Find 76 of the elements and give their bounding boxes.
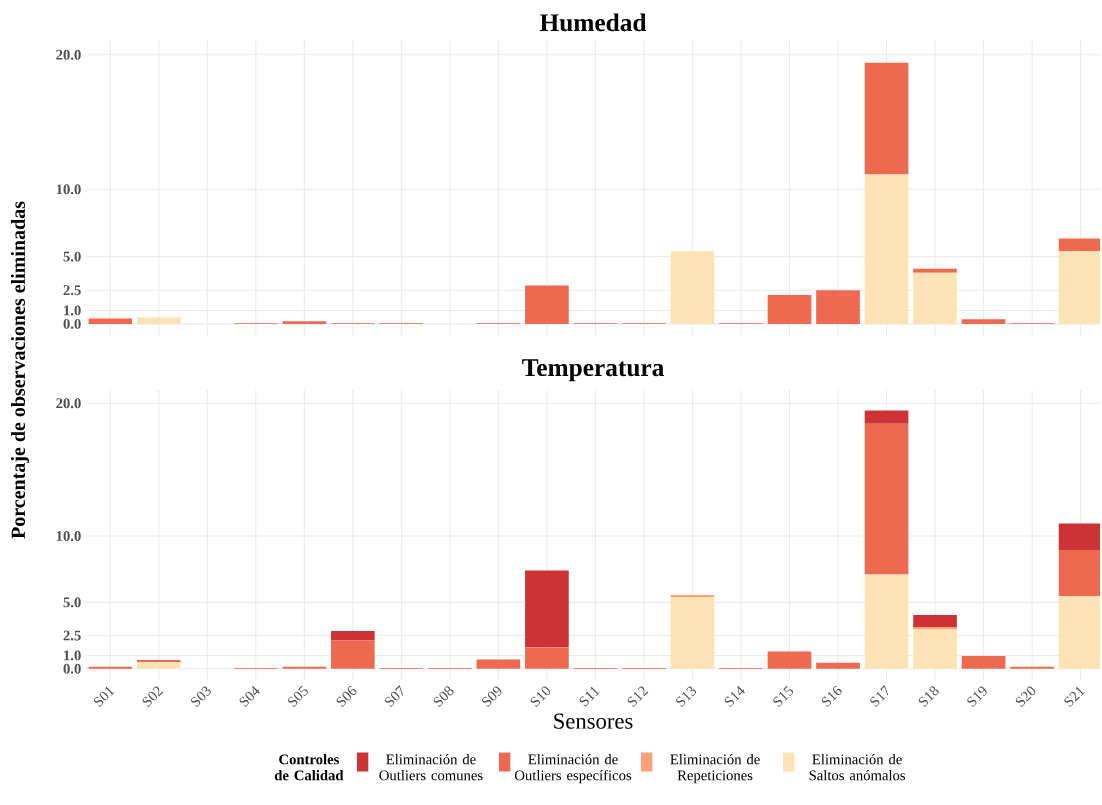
y-tick-label: 10.0	[56, 531, 81, 541]
y-tick-label: 0.0	[63, 318, 81, 329]
x-tick-label: S09	[482, 686, 502, 707]
legend-label: Eliminación de Outliers comunes	[379, 754, 483, 781]
bar	[282, 321, 327, 324]
bar	[1058, 549, 1101, 597]
bar	[1058, 523, 1101, 550]
bar	[331, 630, 375, 641]
x-tick-label: S02	[142, 686, 164, 707]
y-tick-label: 0.0	[63, 663, 81, 674]
x-tick-label: S03	[191, 686, 211, 707]
y-tick-label: 10.0	[56, 184, 81, 195]
x-tick-label: S07	[385, 685, 404, 707]
x-tick-label: S13	[676, 686, 696, 707]
bar	[88, 318, 133, 324]
bar	[1058, 596, 1101, 669]
bar	[913, 614, 957, 627]
bar	[864, 423, 909, 575]
y-tick-label: 1.0	[64, 650, 81, 661]
x-tick-label: S05	[288, 685, 308, 707]
bar	[913, 268, 957, 273]
bar	[1058, 251, 1101, 324]
bar	[913, 272, 957, 324]
legend-label: Eliminación de Outliers específicos	[514, 754, 632, 784]
y-tick-label: 1.0	[64, 305, 81, 316]
x-tick-label: S17	[870, 685, 889, 707]
x-tick-label: S01	[94, 686, 115, 707]
bar	[864, 174, 909, 324]
x-tick-label: S18	[918, 686, 939, 707]
y-tick-label: 20.0	[56, 49, 81, 60]
bar	[864, 410, 909, 424]
bar	[525, 570, 569, 648]
chart-title: Temperatura	[522, 359, 664, 382]
bar	[670, 597, 715, 669]
x-tick-label: S06	[336, 685, 357, 707]
bar	[331, 640, 375, 669]
bar	[525, 285, 569, 324]
bar	[864, 574, 909, 669]
y-tick-label: 5.0	[63, 251, 81, 262]
bar	[767, 294, 812, 324]
bar	[961, 656, 1006, 669]
bar	[670, 251, 715, 324]
x-tick-label: S14	[724, 685, 745, 707]
bar	[525, 647, 569, 669]
x-tick-label: S16	[821, 685, 842, 707]
x-tick-label: S08	[433, 686, 454, 707]
y-tick-label: 20.0	[56, 398, 81, 409]
bar	[961, 319, 1006, 324]
y-tick-label: 5.0	[63, 597, 81, 608]
x-tick-label: S19	[967, 686, 987, 707]
x-axis-title: Sensores	[554, 713, 633, 729]
x-tick-label: S21	[1064, 686, 1085, 707]
x-tick-label: S10	[530, 686, 551, 707]
x-tick-label: S20	[1015, 686, 1036, 707]
bar	[767, 651, 812, 669]
legend-label: Eliminación de Saltos anómalos	[809, 754, 906, 781]
bar	[913, 626, 957, 630]
legend-title: Controles de Calidad	[274, 754, 344, 781]
bar	[864, 62, 909, 175]
bar	[670, 595, 715, 598]
bar	[913, 629, 957, 669]
bar	[816, 662, 860, 669]
bar	[1058, 238, 1101, 252]
x-tick-label: S04	[239, 685, 260, 707]
bar	[476, 659, 521, 669]
x-tick-label: S11	[579, 686, 600, 707]
bar	[136, 317, 181, 324]
x-tick-label: S15	[773, 685, 793, 707]
bar	[816, 290, 860, 324]
y-tick-label: 2.5	[63, 630, 81, 641]
y-axis-title: Porcentaje de observaciones eliminadas	[10, 201, 30, 539]
y-tick-label: 2.5	[63, 285, 81, 296]
x-tick-label: S12	[627, 686, 649, 707]
bar	[136, 662, 181, 669]
legend-label: Eliminación de Repeticiones	[670, 754, 760, 784]
chart-title: Humedad	[539, 13, 647, 32]
